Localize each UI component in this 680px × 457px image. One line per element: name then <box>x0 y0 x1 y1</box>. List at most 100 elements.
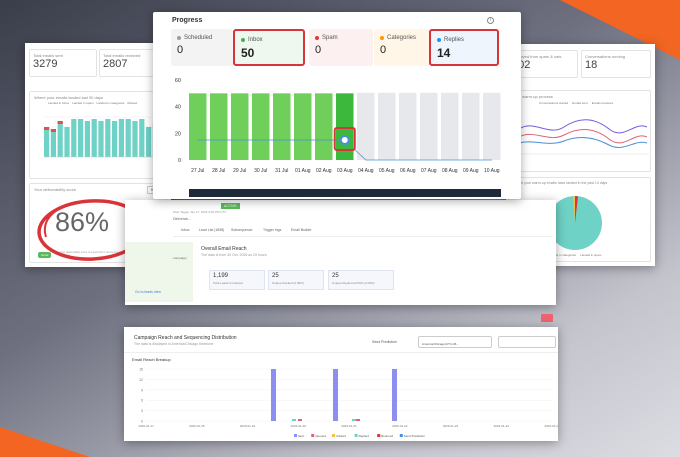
tab-email-builder[interactable]: Email Builder <box>291 228 312 232</box>
landing-bar <box>84 121 90 157</box>
legend-clicked: Clicked <box>336 434 346 438</box>
x-tick-label: 30 Jul <box>254 168 267 174</box>
bar-07-aug[interactable] <box>420 92 438 160</box>
send-prediction-toggle[interactable]: Send Prediction <box>372 340 397 344</box>
bar-10-aug[interactable] <box>483 92 501 160</box>
x-tick-label: 01 Aug <box>295 168 311 174</box>
bar-02-aug[interactable] <box>315 93 333 160</box>
legend-swatch <box>294 434 297 437</box>
breakup-label: Email Reach Breakup <box>132 357 171 362</box>
legend-swatch <box>377 434 381 437</box>
tab-subsequence[interactable]: Subsequence <box>231 228 253 232</box>
landing-bar <box>132 121 138 157</box>
landing-bar <box>91 119 97 157</box>
replies-label: Replies <box>444 37 465 43</box>
stat-scheduled: Scheduled 0 <box>171 29 233 66</box>
x-tick-label: 05 Aug <box>379 168 395 174</box>
go-to-leads-link[interactable]: Go to leads view <box>135 290 161 294</box>
small-bar <box>356 419 360 421</box>
warmup-line-chart <box>517 119 649 155</box>
tab-trigger-logs[interactable]: Trigger logs <box>263 228 282 232</box>
landing-bar <box>57 121 63 157</box>
info-icon[interactable]: i <box>487 17 494 24</box>
pie-slice-categories <box>573 196 575 223</box>
spam-segment <box>50 129 56 132</box>
y-tick-label: 6 <box>141 399 143 403</box>
legend-categories: Landed in categories <box>96 101 125 105</box>
warmup-chart-label: Your warm-up process <box>513 94 553 99</box>
bar-29-jul[interactable] <box>231 93 249 160</box>
legend-spam: Landed in spam <box>72 101 94 105</box>
x-tick-label: 03 Aug <box>337 168 353 174</box>
bar-08-aug[interactable] <box>441 92 459 160</box>
spam-label: Spam <box>322 35 338 41</box>
stat-categories: Categories 0 <box>374 29 430 66</box>
legend-bounced: Bounced <box>381 434 393 438</box>
reach-subtitle: The data is from 30 Oct, 2026 as 24 hour… <box>201 253 267 257</box>
legend-replied: Replied <box>359 434 370 438</box>
y-tick-label: 12 <box>139 378 143 382</box>
line-sent <box>518 129 648 144</box>
replies-value: 14 <box>437 46 451 60</box>
bar-31-jul[interactable] <box>273 93 291 160</box>
bar-01-aug[interactable] <box>294 93 312 160</box>
spam-dot-icon <box>315 36 319 40</box>
highlight-marker <box>333 127 356 151</box>
x-tick-label: 2026-01-23 <box>443 424 459 428</box>
bar-27-jul[interactable] <box>189 93 207 160</box>
warmup-legend: Conversations started Emails sent Emails… <box>539 101 613 105</box>
red-action-button[interactable] <box>541 314 553 322</box>
bar-05-aug[interactable] <box>378 92 396 160</box>
timezone-select[interactable]: America/Chicago(UTC-06... <box>418 336 492 348</box>
x-tick-label: 2026-01-21 <box>341 424 357 428</box>
hover-point[interactable] <box>339 135 350 145</box>
x-tick-label: 2026-01-22 <box>392 424 408 428</box>
unique-replied-ooo-label: Unique Replied w/OOO (2.09%) <box>332 281 375 285</box>
sent-bar[interactable] <box>392 369 397 421</box>
stat-replies: Replies 14 <box>429 29 499 66</box>
side-text: ...campaign <box>171 256 187 260</box>
campaign-overview-card: ACTIVE Date Tagger Jan 27, 2026 3:00 PM … <box>125 200 556 305</box>
scheduled-label: Scheduled <box>184 35 213 41</box>
bar-04-aug[interactable] <box>357 92 375 160</box>
date-range-input[interactable] <box>498 336 556 348</box>
bar-06-aug[interactable] <box>399 92 417 160</box>
x-tick-label: 2026-01-24 <box>494 424 510 428</box>
leads-contacted-label: Total Leads Contacted <box>213 281 243 285</box>
landing-bar <box>50 129 56 157</box>
x-tick-label: 2026-01-19 <box>240 424 256 428</box>
x-tick-label: 2026-01-25 <box>544 424 558 428</box>
status-badge: ACTIVE <box>221 203 240 209</box>
x-tick-label: 27 Jul <box>191 168 204 174</box>
bar-30-jul[interactable] <box>252 93 270 160</box>
reach-title: Overall Email Reach <box>201 246 247 252</box>
chart-footer-bar <box>189 189 501 197</box>
y-tick-label: 60 <box>175 78 181 84</box>
legend-received: Emails received <box>591 101 613 105</box>
spam-segment <box>57 121 63 124</box>
bar-28-jul[interactable] <box>210 93 228 160</box>
sent-bar[interactable] <box>333 369 338 421</box>
x-tick-label: 08 Aug <box>442 168 458 174</box>
tab-inbox[interactable]: Inbox <box>181 228 190 232</box>
pie-legend-categories: Landed in categories <box>548 253 577 257</box>
reach-distribution-card: Campaign Reach and Sequencing Distributi… <box>124 327 558 441</box>
y-tick-label: 0 <box>178 158 181 164</box>
line-received <box>518 137 648 148</box>
replies-dot-icon <box>437 38 441 42</box>
bar-03-aug[interactable] <box>336 93 354 160</box>
y-tick-label: 0 <box>141 420 143 424</box>
landing-bar <box>139 119 145 157</box>
sent-bar[interactable] <box>271 369 276 421</box>
unique-replied-label: Unique Replied (2.09%) <box>272 281 304 285</box>
stat-inbox: Inbox 50 <box>233 29 305 66</box>
small-bar <box>292 419 296 421</box>
tab-lead-list[interactable]: Lead List (1898) <box>199 228 225 232</box>
total-received-label: Total emails received <box>103 53 141 58</box>
x-tick-label: 06 Aug <box>400 168 416 174</box>
bar-09-aug[interactable] <box>462 92 480 160</box>
legend-inbox: Landed in inbox <box>48 101 70 105</box>
unique-replied-value: 25 <box>272 273 279 279</box>
landing-bar-chart <box>44 116 168 158</box>
